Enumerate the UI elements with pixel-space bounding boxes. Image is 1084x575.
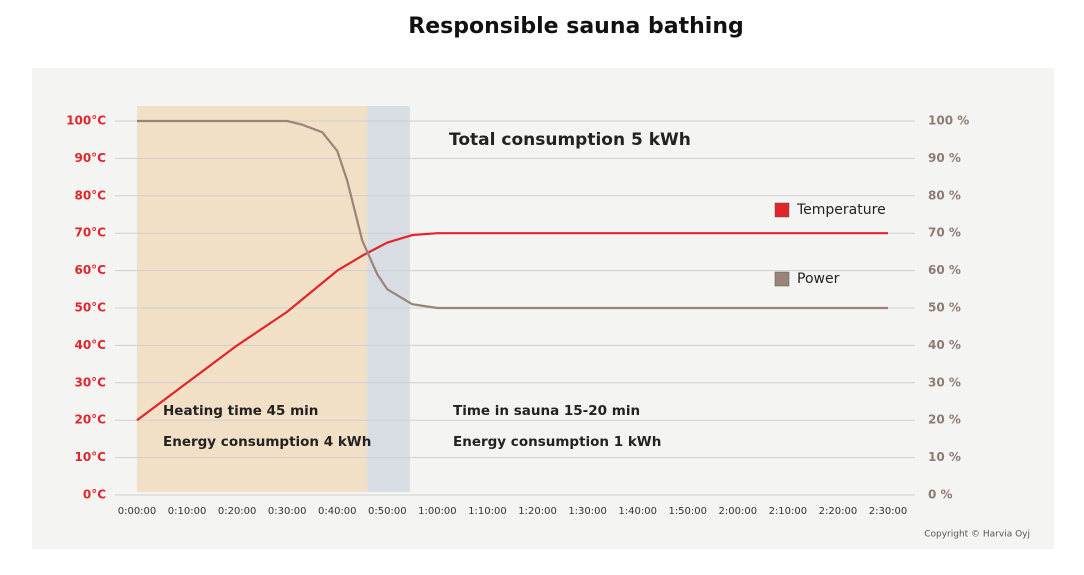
- series-line: [136, 232, 888, 422]
- chart-title: Responsible sauna bathing: [408, 14, 743, 39]
- y2-tick-label: 90 %: [928, 151, 961, 165]
- y-tick-label: 20°C: [74, 413, 106, 427]
- y-tick-label: 60°C: [74, 263, 106, 277]
- y2-tick-label: 100 %: [928, 114, 969, 128]
- y2-tick-label: 20 %: [928, 413, 961, 427]
- shaded-region: [137, 106, 368, 492]
- x-tick-label: 0:50:00: [368, 506, 407, 517]
- annotation: Energy consumption 4 kWh: [163, 434, 371, 450]
- y2-tick-label: 30 %: [928, 375, 961, 389]
- x-tick-label: 2:10:00: [769, 506, 808, 517]
- y-tick-label: 40°C: [74, 338, 106, 352]
- y-tick-label: 30°C: [74, 375, 106, 389]
- x-tick-label: 1:20:00: [518, 506, 557, 517]
- legend-swatch: [774, 202, 790, 218]
- annotation: Heating time 45 min: [163, 403, 318, 419]
- x-tick-label: 1:30:00: [568, 506, 607, 517]
- x-tick-label: 1:00:00: [418, 506, 457, 517]
- x-tick-label: 2:20:00: [819, 506, 858, 517]
- legend-label: Temperature: [796, 202, 886, 218]
- x-tick-label: 0:10:00: [168, 506, 207, 517]
- y2-tick-label: 80 %: [928, 188, 961, 202]
- y2-tick-label: 50 %: [928, 301, 961, 315]
- y-tick-label: 100°C: [66, 114, 106, 128]
- copyright: Copyright © Harvia Oyj: [924, 530, 1030, 540]
- annotation: Energy consumption 1 kWh: [453, 434, 661, 450]
- x-tick-label: 1:50:00: [668, 506, 707, 517]
- y2-tick-label: 70 %: [928, 226, 961, 240]
- y-tick-label: 10°C: [74, 450, 106, 464]
- y-tick-label: 0°C: [83, 488, 106, 502]
- x-tick-label: 0:00:00: [118, 506, 157, 517]
- x-tick-label: 0:20:00: [218, 506, 257, 517]
- x-tick-label: 1:40:00: [618, 506, 657, 517]
- y-tick-label: 80°C: [74, 188, 106, 202]
- y2-tick-label: 60 %: [928, 263, 961, 277]
- y-tick-label: 70°C: [74, 226, 106, 240]
- legend-label: Power: [797, 271, 840, 287]
- x-tick-label: 0:40:00: [318, 506, 357, 517]
- y-tick-label: 50°C: [74, 301, 106, 315]
- x-tick-label: 2:30:00: [869, 506, 908, 517]
- x-tick-label: 0:30:00: [268, 506, 307, 517]
- x-tick-label: 2:00:00: [719, 506, 758, 517]
- x-tick-label: 1:10:00: [468, 506, 507, 517]
- legend-swatch: [774, 271, 790, 287]
- y2-tick-label: 40 %: [928, 338, 961, 352]
- annotation: Time in sauna 15-20 min: [453, 403, 640, 419]
- annotation: Total consumption 5 kWh: [449, 130, 691, 150]
- series-line: [137, 119, 888, 310]
- y2-tick-label: 0 %: [928, 488, 953, 502]
- y-tick-label: 90°C: [74, 151, 106, 165]
- y2-tick-label: 10 %: [928, 450, 961, 464]
